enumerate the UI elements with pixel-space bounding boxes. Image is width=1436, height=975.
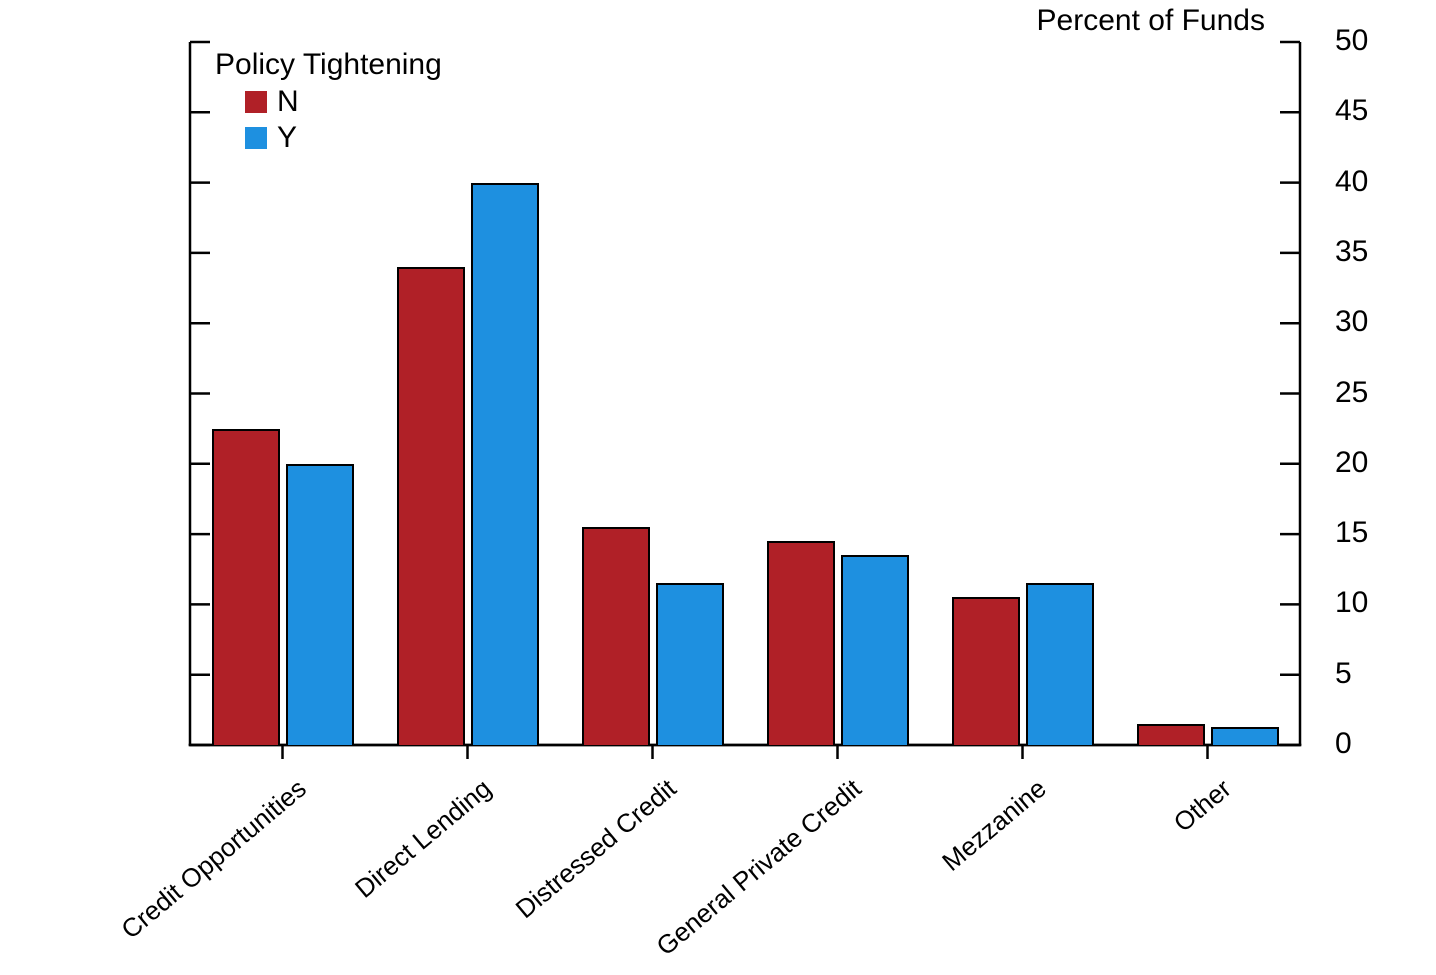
legend-items: NY (215, 84, 442, 156)
bar (397, 267, 465, 745)
legend-swatch (245, 91, 267, 113)
y-tick-label: 35 (1335, 235, 1368, 269)
bar (1026, 583, 1094, 745)
y-tick-label: 50 (1335, 24, 1368, 58)
bar (286, 464, 354, 745)
y-tick-label: 10 (1335, 586, 1368, 620)
legend: Policy Tightening NY (215, 48, 442, 156)
legend-title: Policy Tightening (215, 48, 442, 82)
y-tick-label: 15 (1335, 516, 1368, 550)
legend-item: N (245, 84, 442, 120)
bar (952, 597, 1020, 745)
y-tick-label: 25 (1335, 376, 1368, 410)
legend-label: N (277, 85, 299, 119)
legend-swatch (245, 127, 267, 149)
y-tick-label: 40 (1335, 165, 1368, 199)
chart-root: 05101520253035404550 Credit Opportunitie… (0, 0, 1436, 975)
legend-item: Y (245, 120, 442, 156)
y-tick-label: 45 (1335, 94, 1368, 128)
y-tick-label: 0 (1335, 727, 1352, 761)
y-tick-label: 30 (1335, 305, 1368, 339)
y-tick-label: 5 (1335, 657, 1352, 691)
bar (656, 583, 724, 745)
legend-label: Y (277, 121, 297, 155)
bar (767, 541, 835, 745)
y-axis-title: Percent of Funds (1037, 4, 1265, 38)
bar (471, 183, 539, 745)
bar (1211, 727, 1279, 745)
bar (582, 527, 650, 745)
bar (841, 555, 909, 745)
bar (1137, 724, 1205, 745)
bar (212, 429, 280, 745)
y-tick-label: 20 (1335, 446, 1368, 480)
